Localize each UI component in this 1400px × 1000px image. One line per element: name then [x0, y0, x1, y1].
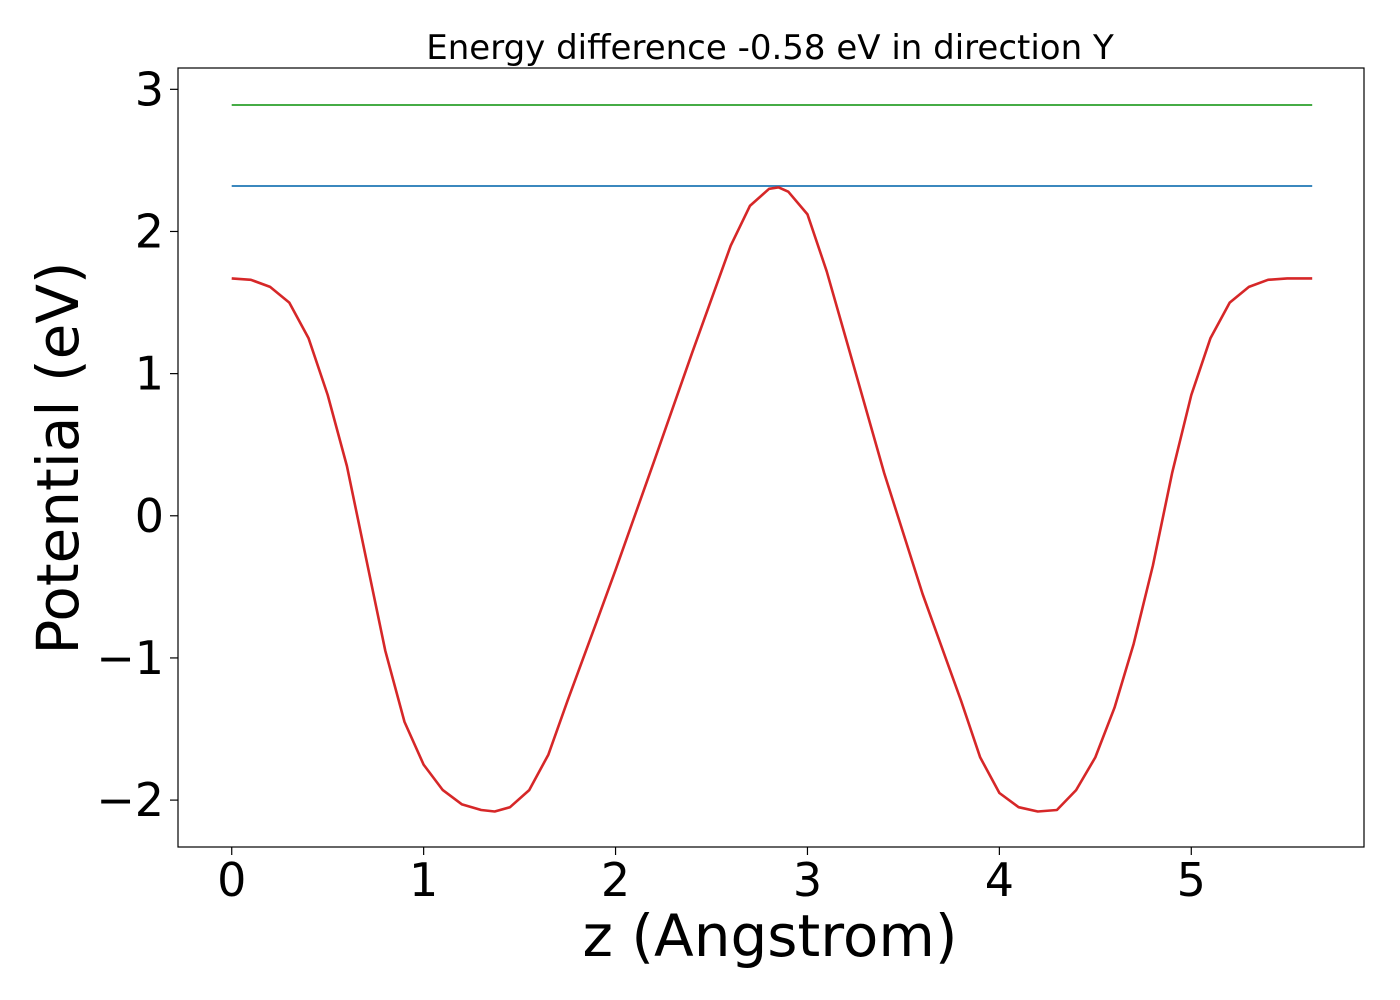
y-tick-label: −2	[96, 773, 164, 827]
x-tick-label: 1	[409, 853, 438, 907]
x-axis: 0 1 2 3 4 5	[217, 847, 1206, 907]
series-line-2	[231, 186, 1313, 813]
x-tick-label: 3	[793, 853, 822, 907]
plot-frame	[177, 67, 1365, 848]
y-tick-label: 1	[135, 347, 164, 401]
x-tick-label: 0	[217, 853, 246, 907]
x-tick-label: 2	[601, 853, 630, 907]
y-tick-label: 2	[135, 204, 164, 258]
chart-title: Energy difference -0.58 eV in direction …	[426, 28, 1114, 68]
y-tick-label: 3	[135, 62, 164, 116]
x-axis-label: z (Angstrom)	[583, 902, 958, 970]
x-tick-label: 5	[1177, 853, 1206, 907]
x-tick-label: 4	[985, 853, 1014, 907]
y-axis-label: Potential (eV)	[24, 261, 92, 654]
y-tick-label: −1	[96, 631, 164, 685]
y-axis: −2 −1 0 1 2 3	[96, 62, 178, 827]
y-tick-label: 0	[135, 489, 164, 543]
series-layer	[231, 104, 1313, 813]
